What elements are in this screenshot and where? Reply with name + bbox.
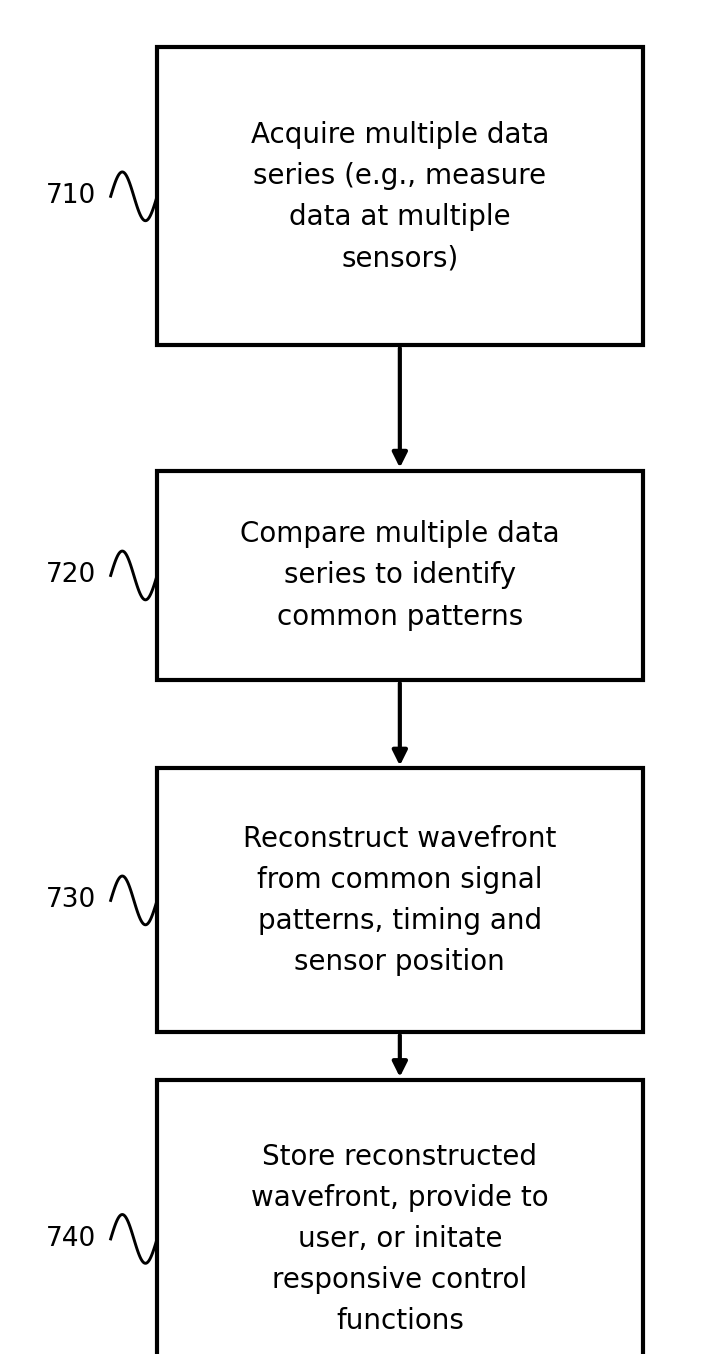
- Bar: [157, 47, 643, 345]
- Text: Compare multiple data
series to identify
common patterns: Compare multiple data series to identify…: [240, 520, 560, 631]
- Bar: [157, 471, 643, 681]
- Text: Store reconstructed
wavefront, provide to
user, or initate
responsive control
fu: Store reconstructed wavefront, provide t…: [251, 1143, 548, 1335]
- Bar: [157, 1080, 643, 1354]
- Text: 710: 710: [46, 183, 96, 210]
- Text: 720: 720: [46, 562, 96, 589]
- Text: Reconstruct wavefront
from common signal
patterns, timing and
sensor position: Reconstruct wavefront from common signal…: [243, 825, 556, 976]
- Text: 730: 730: [46, 887, 96, 914]
- Text: Acquire multiple data
series (e.g., measure
data at multiple
sensors): Acquire multiple data series (e.g., meas…: [251, 121, 549, 272]
- Bar: [157, 768, 643, 1032]
- Text: 740: 740: [46, 1225, 96, 1252]
